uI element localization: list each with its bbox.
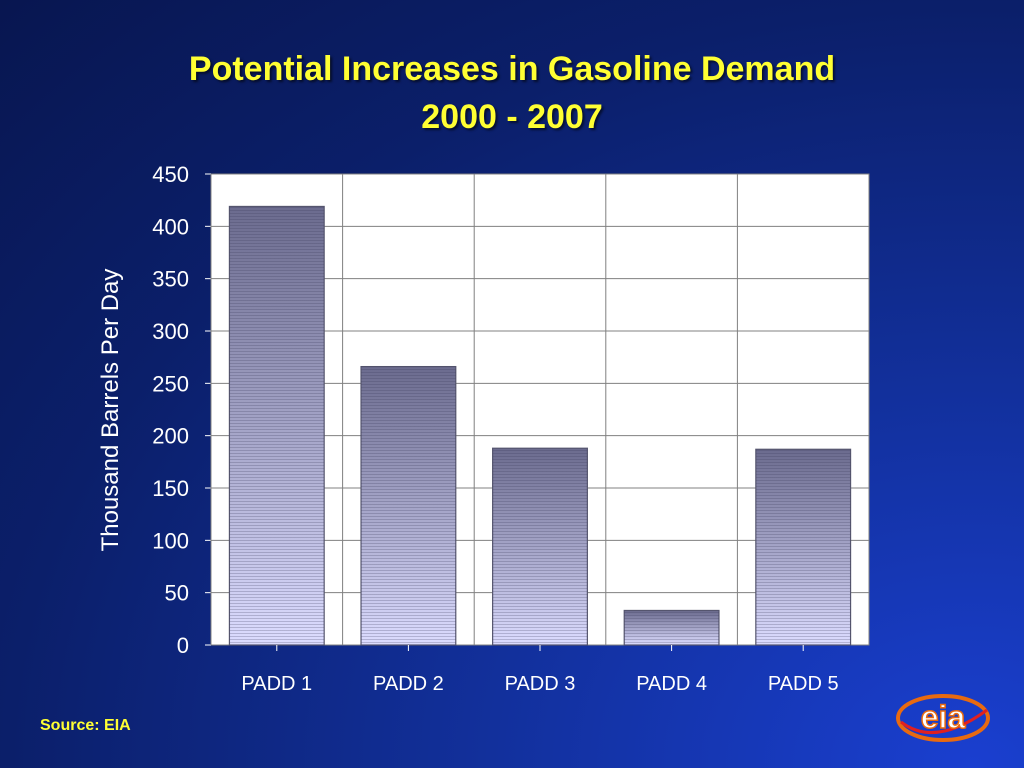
x-tick-label: PADD 2 — [373, 673, 444, 695]
y-tick-label: 50 — [165, 581, 189, 606]
bar-texture — [361, 366, 456, 645]
x-tick-label: PADD 1 — [241, 673, 312, 695]
y-tick-label: 250 — [152, 371, 189, 396]
eia-logo: eia — [896, 694, 990, 742]
bar-texture — [624, 610, 719, 645]
y-tick-label: 450 — [152, 162, 189, 187]
x-tick-label: PADD 5 — [768, 673, 839, 695]
y-tick-label: 300 — [152, 319, 189, 344]
x-tick-label: PADD 4 — [636, 673, 707, 695]
y-tick-label: 100 — [152, 528, 189, 553]
chart-subtitle: 2000 - 2007 — [421, 98, 603, 136]
bar-texture — [492, 448, 588, 645]
svg-text:eia: eia — [921, 699, 966, 735]
y-tick-label: 0 — [177, 633, 189, 658]
bar-texture — [229, 206, 325, 646]
source-note: Source: EIA — [40, 717, 131, 734]
y-tick-label: 150 — [152, 476, 189, 501]
chart-title: Potential Increases in Gasoline Demand — [188, 50, 836, 88]
bar-texture — [755, 449, 851, 645]
y-axis-title: Thousand Barrels Per Day — [97, 269, 124, 552]
y-tick-label: 350 — [152, 267, 189, 292]
y-tick-label: 400 — [152, 214, 189, 239]
y-tick-label: 200 — [152, 424, 189, 449]
x-tick-label: PADD 3 — [505, 673, 576, 695]
